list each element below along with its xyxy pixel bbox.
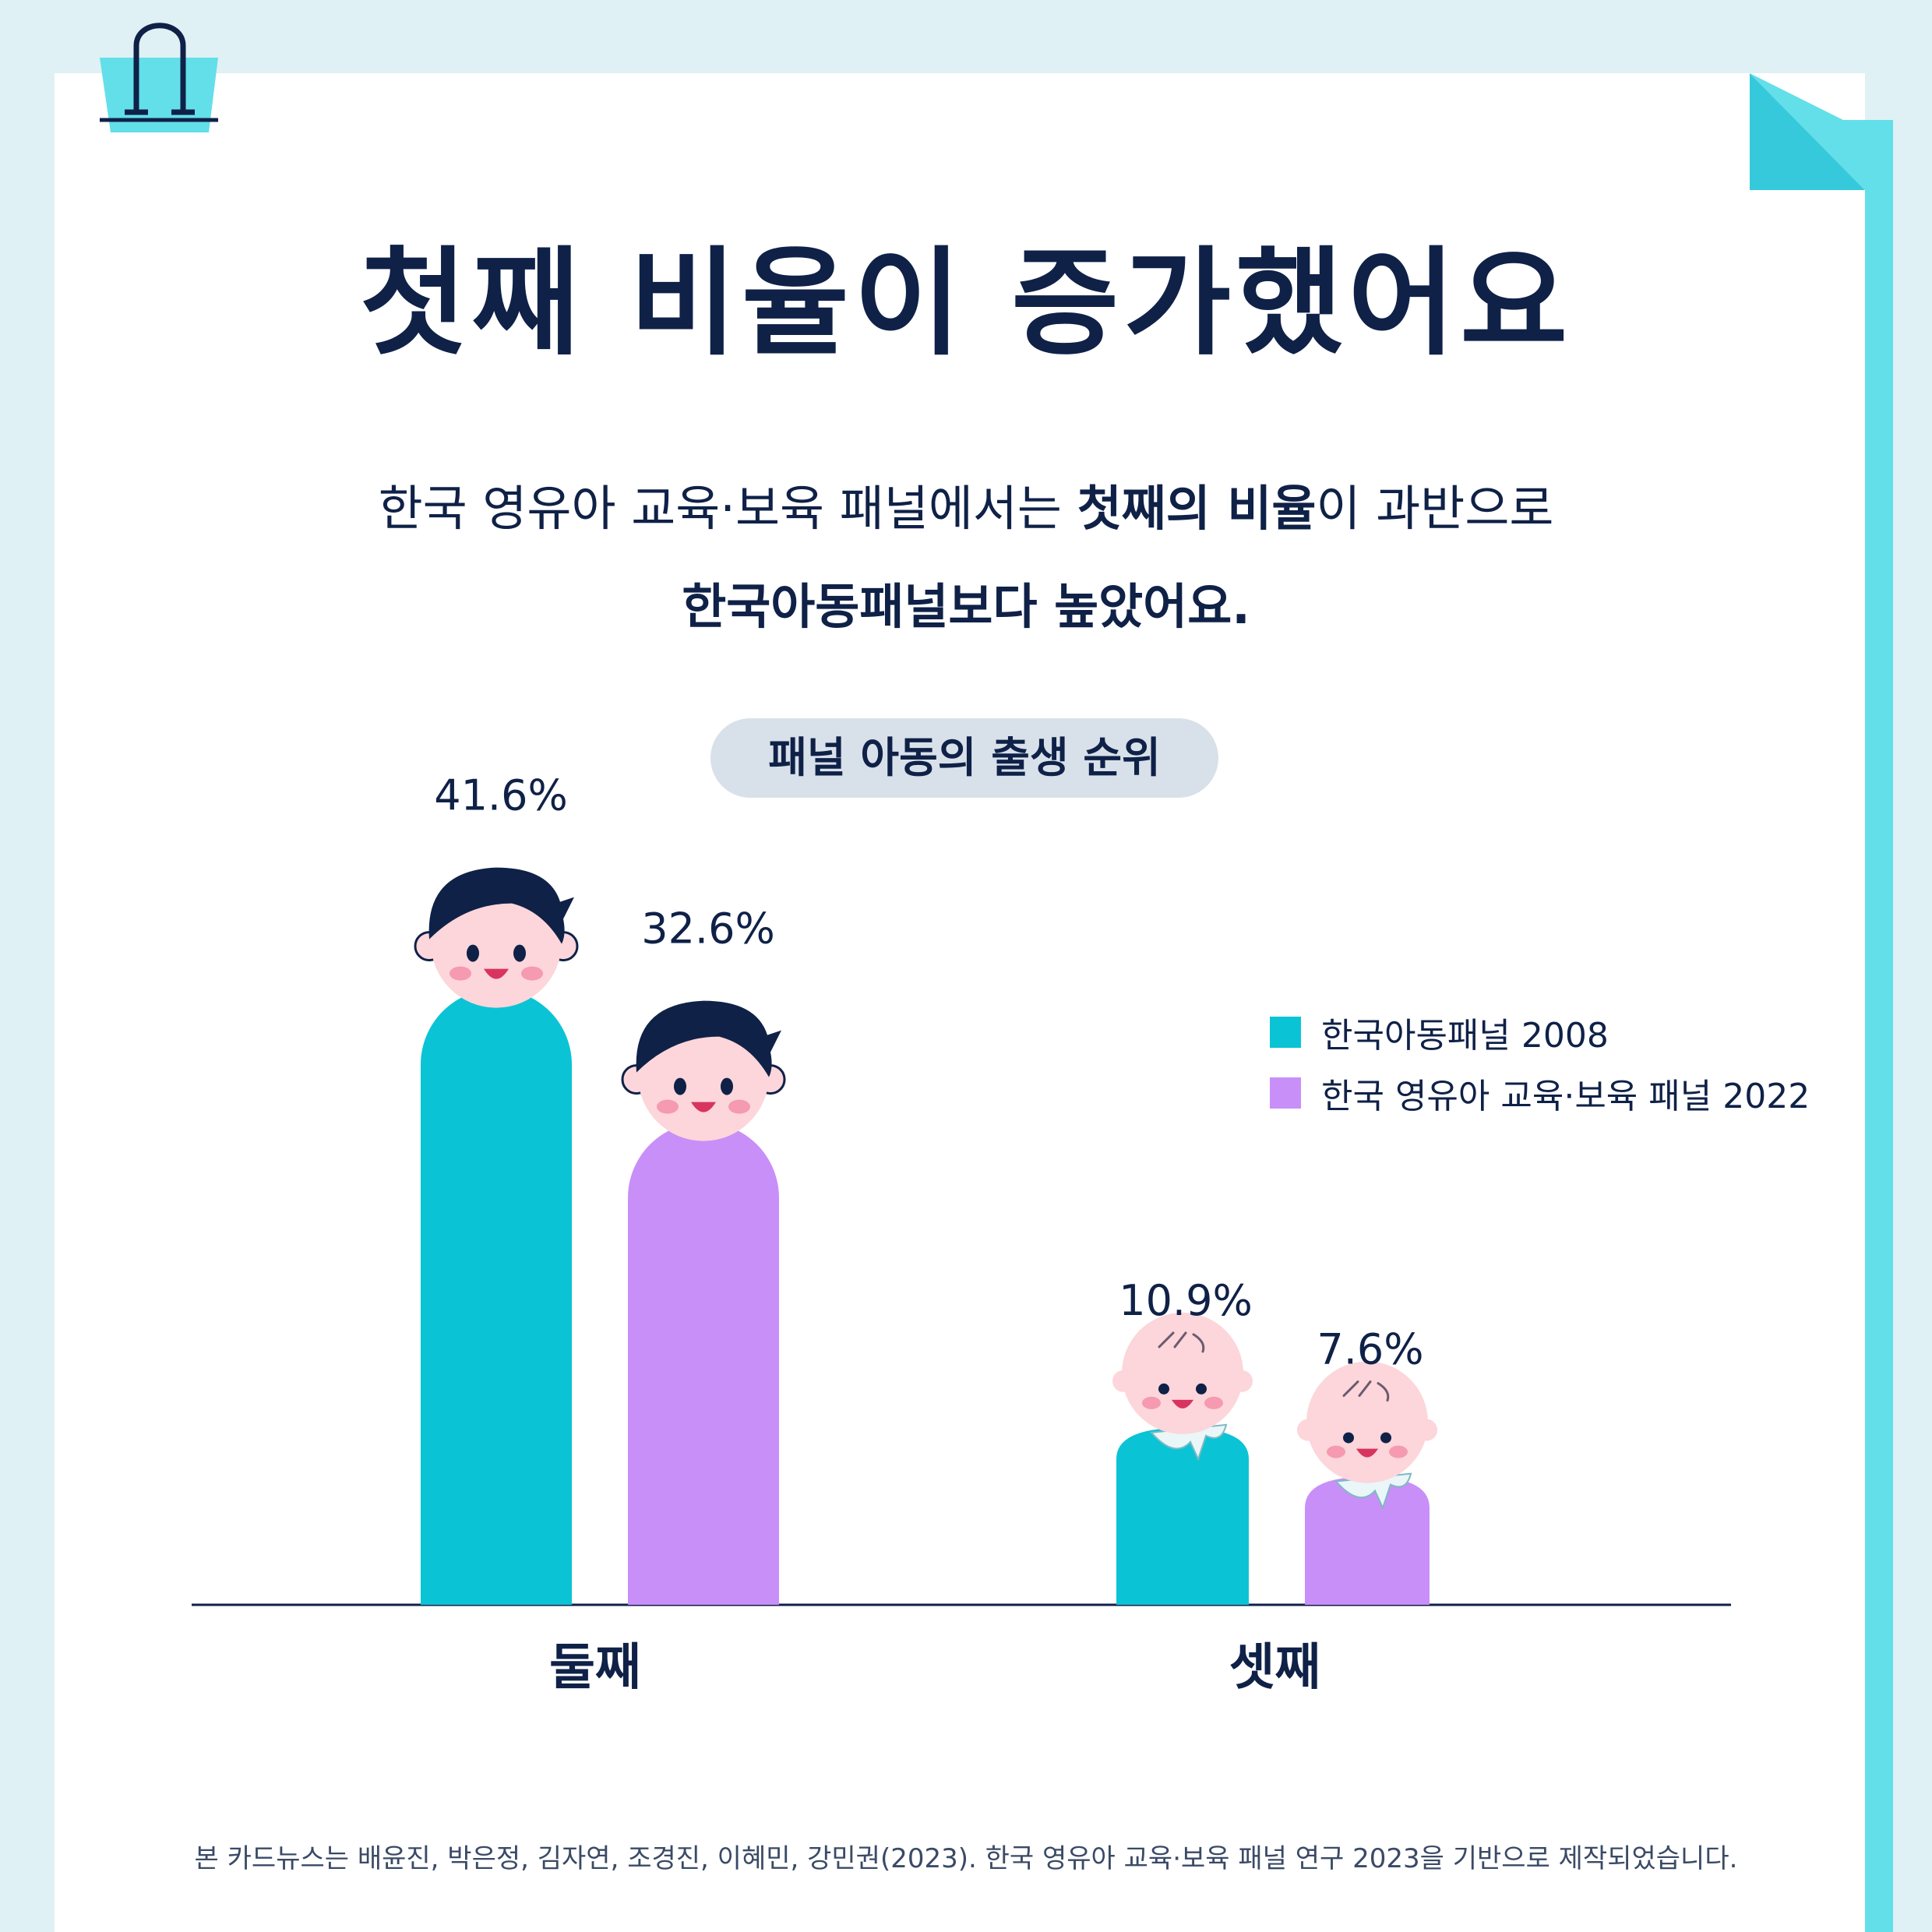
bar-body	[1305, 1476, 1430, 1605]
baby-icon	[1297, 1361, 1437, 1511]
card-background	[55, 73, 1865, 1932]
value-label: 32.6%	[641, 904, 775, 954]
legend-swatch-2008	[1270, 1017, 1301, 1048]
subtitle-text-pre: 한국 영유아 교육·보육 패널에서는	[378, 480, 1077, 537]
category-label: 둘째	[549, 1639, 641, 1697]
chart-title: 패널 아동의 출생 순위	[710, 718, 1218, 798]
value-label: 41.6%	[434, 771, 568, 820]
category-label: 셋째	[1229, 1639, 1321, 1697]
page-title: 첫째 비율이 증가했어요	[359, 236, 1573, 372]
binder-clip-icon	[100, 23, 218, 132]
bar-body	[628, 1122, 779, 1605]
bar-body	[1116, 1427, 1249, 1605]
legend-label-2022: 한국 영유아 교육·보육 패널 2022	[1321, 1077, 1810, 1116]
legend-item-2008: 한국아동패널 2008	[1270, 1013, 1862, 1056]
child-icon	[621, 1000, 786, 1141]
legend-swatch-2022	[1270, 1077, 1301, 1109]
page-fold-corner	[1750, 73, 1893, 190]
baby-icon	[1112, 1312, 1253, 1461]
subtitle-line-1: 한국 영유아 교육·보육 패널에서는 첫째의 비율이 과반으로	[0, 480, 1932, 538]
subtitle-text-bold: 첫째의 비율	[1077, 480, 1317, 537]
bar-second-2022	[621, 1000, 786, 1605]
value-label: 7.6%	[1317, 1325, 1423, 1374]
card-edge-shadow	[1865, 120, 1893, 1932]
bar-third-2008	[1112, 1312, 1253, 1605]
bar-third-2022	[1297, 1361, 1437, 1605]
bar-body	[421, 989, 572, 1605]
chart-legend: 한국아동패널 2008 한국 영유아 교육·보육 패널 2022	[1270, 1013, 1862, 1137]
source-footnote: 본 카드뉴스는 배윤진, 박은정, 김자연, 조경진, 이혜민, 강민권(202…	[194, 1843, 1738, 1874]
subtitle-line-2: 한국아동패널보다 높았어요.	[682, 578, 1250, 635]
child-icon	[414, 867, 579, 1008]
legend-label-2008: 한국아동패널 2008	[1321, 1016, 1609, 1056]
bar-second-2008	[414, 867, 579, 1605]
subtitle-text-post: 이 과반으로	[1316, 480, 1554, 537]
value-label: 10.9%	[1119, 1276, 1253, 1325]
legend-item-2022: 한국 영유아 교육·보육 패널 2022	[1270, 1074, 1862, 1116]
